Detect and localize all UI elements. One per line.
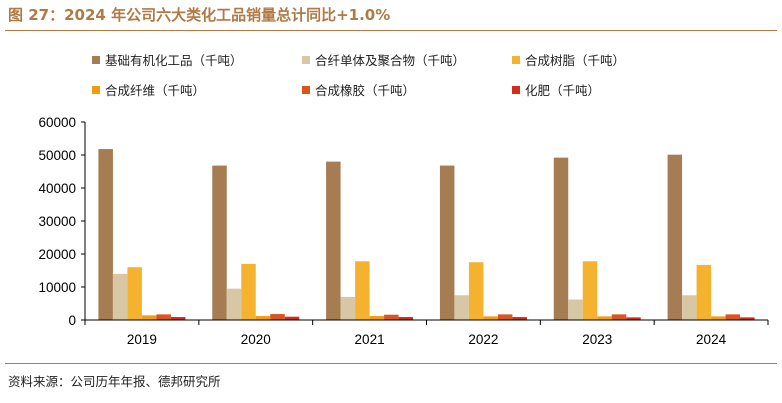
bar-2019-s1 [112, 273, 128, 320]
legend-label-1: 合纤单体及聚合物（千吨） [315, 53, 466, 68]
legend-label-0: 基础有机化工品（千吨） [105, 53, 243, 68]
x-tick-label-2020: 2020 [241, 332, 271, 347]
bar-2021-s5 [398, 317, 414, 320]
y-tick-label-4: 40000 [38, 181, 76, 196]
figure-title: 图 27：2024 年公司六大类化工品销量总计同比+1.0% [8, 6, 391, 24]
title-divider [5, 30, 777, 31]
bar-2023-s3 [597, 316, 612, 320]
x-tick-label-2024: 2024 [696, 332, 727, 347]
legend-item-5: 化肥（千吨） [512, 80, 600, 99]
bar-2022-s3 [483, 316, 498, 320]
bar-2021-s2 [355, 261, 370, 320]
bar-2024-s5 [740, 317, 755, 320]
bar-2022-s2 [468, 262, 484, 320]
bar-2022-s1 [454, 295, 469, 320]
y-tick-label-5: 50000 [38, 148, 76, 163]
y-tick-label-3: 30000 [38, 214, 76, 229]
y-tick-label-2: 20000 [38, 247, 76, 262]
legend-item-2: 合成树脂（千吨） [512, 50, 625, 69]
bar-2019-s3 [141, 315, 157, 320]
bar-2021-s1 [340, 296, 356, 320]
legend-swatch-0 [92, 55, 100, 64]
bar-2019-s0 [98, 149, 113, 320]
bar-2021-s4 [384, 314, 399, 320]
legend-swatch-5 [512, 85, 520, 94]
bar-2023-s0 [553, 157, 569, 320]
source-note: 资料来源：公司历年年报、德邦研究所 [8, 374, 221, 389]
y-tick-label-0: 0 [68, 313, 76, 328]
bar-2023-s5 [626, 317, 641, 320]
bar-2020-s5 [284, 316, 300, 320]
bar-2019-s2 [127, 267, 142, 320]
bar-2022-s4 [497, 314, 513, 320]
bar-2020-s0 [212, 165, 227, 320]
legend-label-4: 合成橡胶（千吨） [315, 83, 416, 98]
legend-label-5: 化肥（千吨） [525, 83, 601, 98]
bar-2024-s3 [711, 316, 726, 320]
source-divider [5, 363, 777, 364]
bar-2023-s2 [582, 261, 598, 320]
legend-swatch-3 [92, 85, 100, 94]
legend-item-3: 合成纤维（千吨） [92, 80, 205, 99]
bar-2020-s3 [255, 316, 271, 320]
legend-swatch-4 [302, 85, 310, 94]
bar-2024-s0 [667, 154, 683, 320]
bar-2020-s1 [226, 288, 242, 320]
bar-2024-s2 [696, 264, 712, 320]
legend-item-0: 基础有机化工品（千吨） [92, 50, 243, 69]
bar-2020-s2 [241, 263, 256, 320]
x-tick-label-2022: 2022 [468, 332, 498, 347]
y-tick-label-6: 60000 [38, 115, 76, 130]
x-tick-label-2023: 2023 [582, 332, 612, 347]
legend-label-3: 合成纤维（千吨） [105, 83, 206, 98]
legend-label-2: 合成树脂（千吨） [525, 53, 626, 68]
bar-2024-s1 [682, 295, 697, 320]
x-tick-label-2021: 2021 [355, 332, 385, 347]
bar-2023-s4 [611, 314, 627, 320]
legend-item-1: 合纤单体及聚合物（千吨） [302, 50, 465, 69]
bar-2020-s4 [270, 314, 285, 320]
bar-2019-s4 [156, 314, 171, 320]
bar-2022-s5 [512, 317, 527, 320]
legend-swatch-2 [512, 55, 520, 64]
bar-2021-s3 [369, 316, 385, 320]
x-tick-label-2019: 2019 [127, 332, 157, 347]
bar-2021-s0 [326, 161, 341, 320]
bar-2024-s4 [725, 314, 741, 320]
legend-item-4: 合成橡胶（千吨） [302, 80, 415, 99]
bar-2022-s0 [439, 165, 455, 320]
y-tick-label-1: 10000 [38, 280, 76, 295]
legend-swatch-1 [302, 55, 310, 64]
bar-2019-s5 [170, 317, 186, 320]
bar-2023-s1 [568, 299, 583, 320]
